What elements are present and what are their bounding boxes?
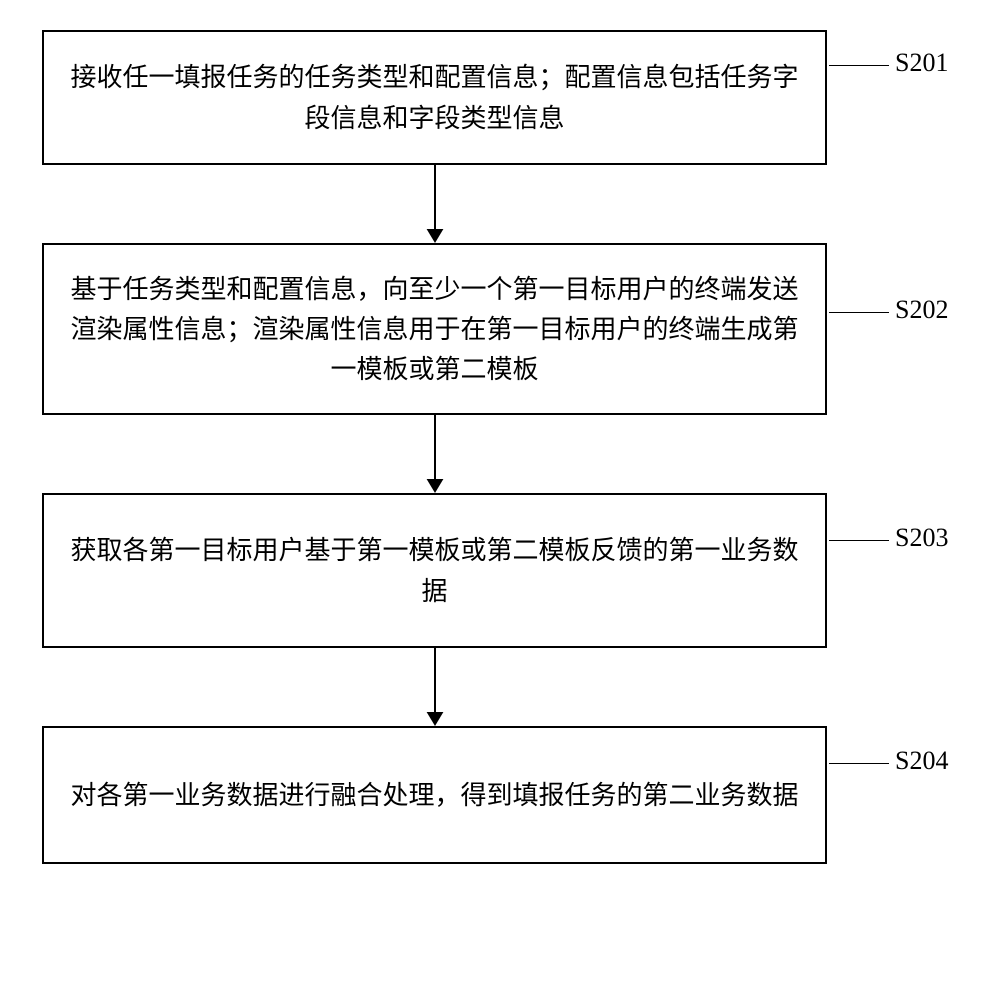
flow-step: 接收任一填报任务的任务类型和配置信息；配置信息包括任务字段信息和字段类型信息S2… [42,30,942,165]
node-text: 接收任一填报任务的任务类型和配置信息；配置信息包括任务字段信息和字段类型信息 [68,57,801,138]
node-text: 对各第一业务数据进行融合处理，得到填报任务的第二业务数据 [70,775,798,815]
flowchart-container: 接收任一填报任务的任务类型和配置信息；配置信息包括任务字段信息和字段类型信息S2… [42,30,942,864]
step-label: S201 [895,48,948,78]
step-label-text: S202 [895,295,948,324]
label-connector [829,65,889,66]
flow-node: 基于任务类型和配置信息，向至少一个第一目标用户的终端发送渲染属性信息；渲染属性信… [42,243,827,415]
step-label-text: S204 [895,746,948,775]
step-label: S202 [895,295,948,325]
arrow-connector [42,415,827,493]
arrow-connector [42,648,827,726]
step-label: S203 [895,523,948,553]
arrow-down-icon [415,165,455,243]
step-label-text: S203 [895,523,948,552]
label-connector [829,763,889,764]
arrow-down-icon [415,415,455,493]
step-label: S204 [895,746,948,776]
node-text: 基于任务类型和配置信息，向至少一个第一目标用户的终端发送渲染属性信息；渲染属性信… [68,269,801,390]
arrow-down-icon [415,648,455,726]
step-label-text: S201 [895,48,948,77]
node-text: 获取各第一目标用户基于第一模板或第二模板反馈的第一业务数据 [68,530,801,611]
label-connector [829,312,889,313]
label-connector [829,540,889,541]
flow-node: 接收任一填报任务的任务类型和配置信息；配置信息包括任务字段信息和字段类型信息 [42,30,827,165]
flow-node: 对各第一业务数据进行融合处理，得到填报任务的第二业务数据 [42,726,827,864]
flow-node: 获取各第一目标用户基于第一模板或第二模板反馈的第一业务数据 [42,493,827,648]
flow-step: 基于任务类型和配置信息，向至少一个第一目标用户的终端发送渲染属性信息；渲染属性信… [42,243,942,415]
arrow-connector [42,165,827,243]
flow-step: 对各第一业务数据进行融合处理，得到填报任务的第二业务数据S204 [42,726,942,864]
flow-step: 获取各第一目标用户基于第一模板或第二模板反馈的第一业务数据S203 [42,493,942,648]
